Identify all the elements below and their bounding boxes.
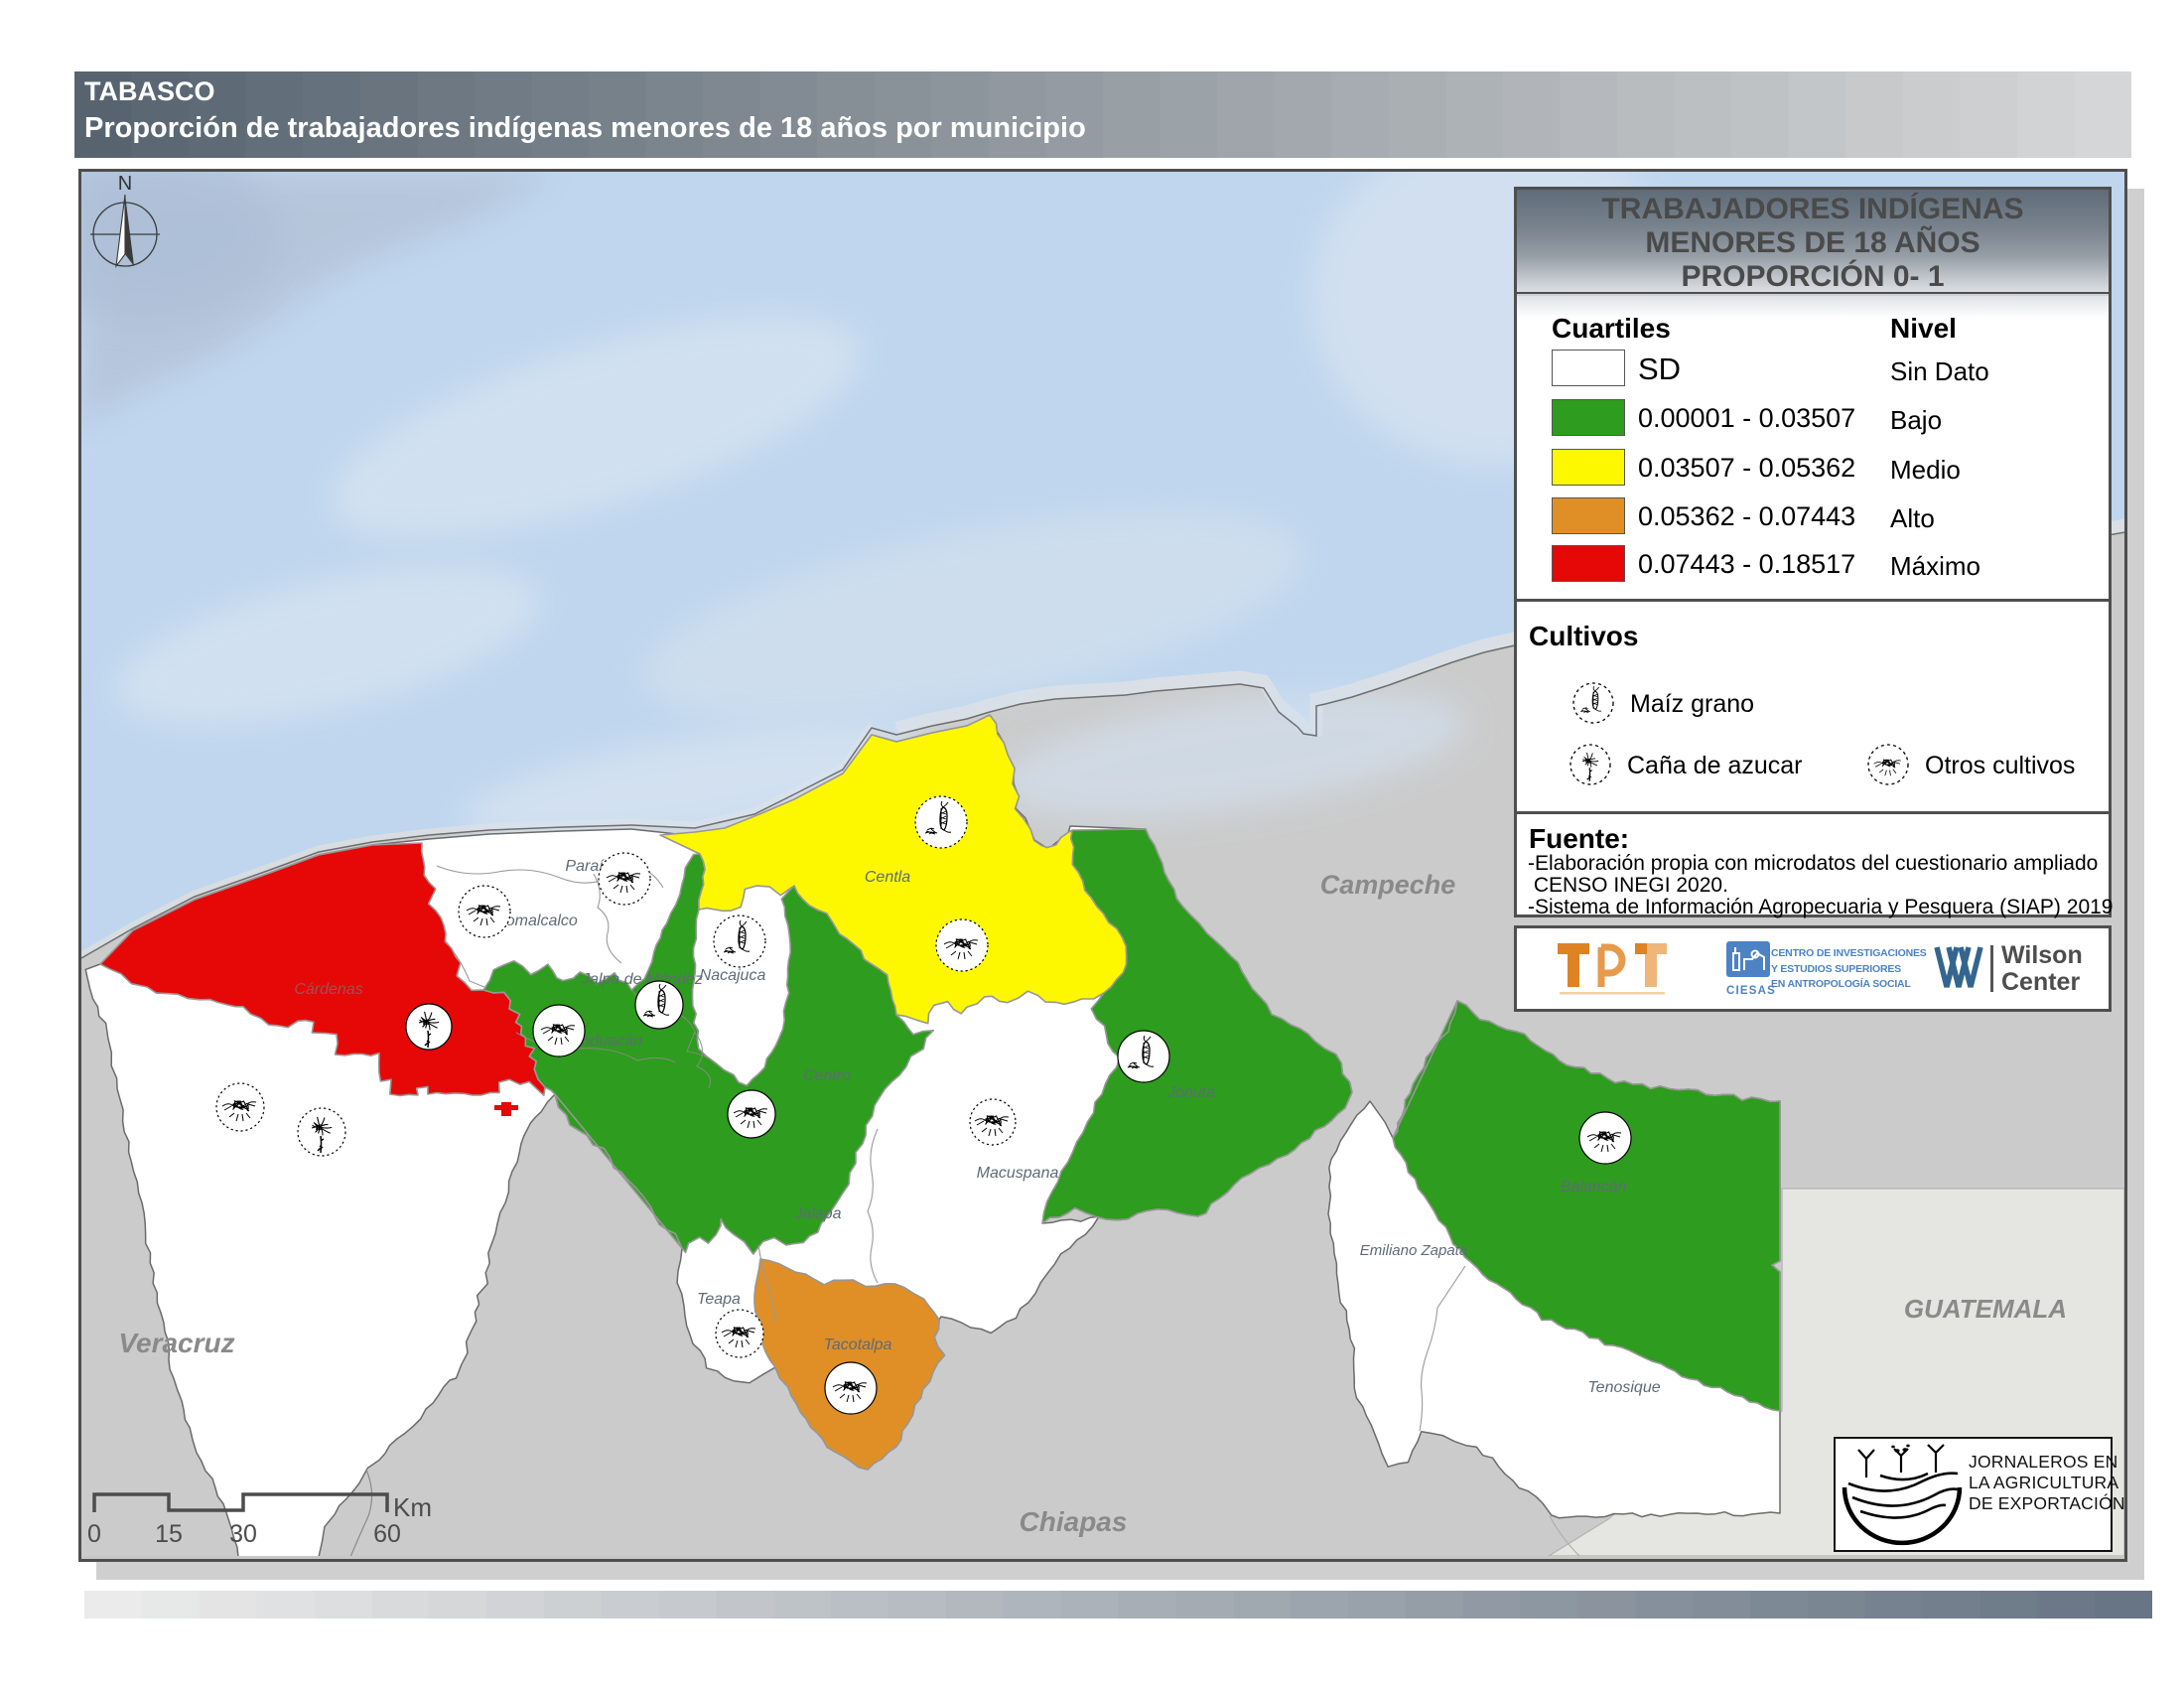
svg-text:Campeche: Campeche — [1320, 870, 1456, 900]
svg-text:Caña de azucar: Caña de azucar — [1627, 752, 1803, 779]
svg-text:GUATEMALA: GUATEMALA — [1904, 1294, 2067, 1324]
svg-text:Emiliano Zapata: Emiliano Zapata — [1360, 1242, 1467, 1259]
svg-text:60: 60 — [373, 1520, 401, 1548]
svg-text:Km: Km — [393, 1492, 432, 1522]
svg-text:Balancán: Balancán — [1561, 1179, 1627, 1196]
svg-text:Jalpa de Méndez: Jalpa de Méndez — [581, 971, 703, 988]
svg-text:Tacotalpa: Tacotalpa — [824, 1336, 892, 1353]
svg-text:Jalapa: Jalapa — [793, 1205, 841, 1222]
svg-text:Centla: Centla — [865, 869, 910, 886]
svg-text:Veracruz: Veracruz — [118, 1328, 234, 1358]
svg-text:0: 0 — [87, 1520, 101, 1548]
svg-text:15: 15 — [155, 1520, 183, 1548]
svg-text:Cárdenas: Cárdenas — [294, 981, 362, 998]
svg-text:Nacajuca: Nacajuca — [700, 967, 766, 984]
svg-text:Centro: Centro — [803, 1067, 851, 1084]
svg-text:Otros cultivos: Otros cultivos — [1925, 752, 2075, 779]
svg-text:Teapa: Teapa — [697, 1291, 741, 1308]
svg-text:Maíz grano: Maíz grano — [1630, 690, 1754, 718]
svg-text:Jonuta: Jonuta — [1166, 1084, 1215, 1101]
svg-text:30: 30 — [229, 1520, 257, 1548]
svg-text:Chiapas: Chiapas — [1020, 1506, 1128, 1537]
svg-text:Comalcalco: Comalcalco — [494, 913, 578, 929]
svg-text:Macuspana: Macuspana — [977, 1165, 1059, 1182]
svg-text:Tenosique: Tenosique — [1587, 1379, 1660, 1396]
svg-text:N: N — [118, 173, 132, 195]
